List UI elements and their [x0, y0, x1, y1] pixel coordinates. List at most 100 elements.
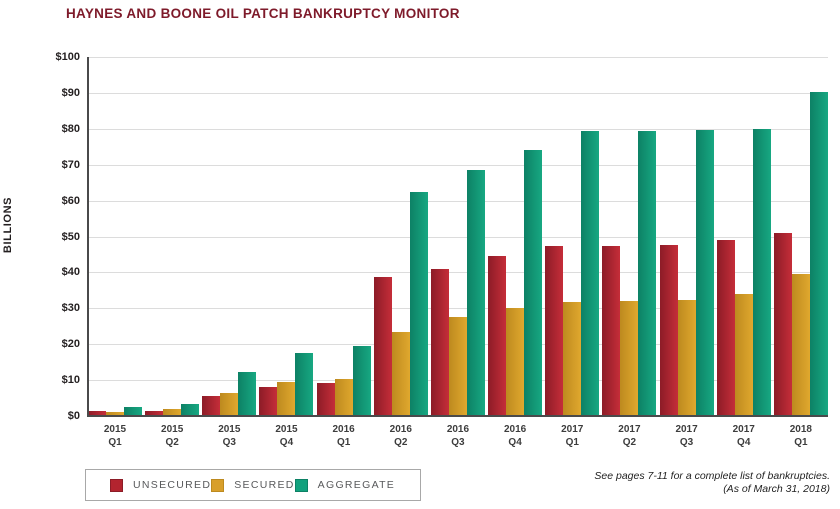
y-tick-label-60: $60	[61, 194, 80, 207]
footnote-line-1: See pages 7-11 for a complete list of ba…	[594, 470, 830, 482]
gridline-60	[88, 200, 828, 202]
x-tick-label-2017-Q1: 2017 Q1	[561, 424, 584, 448]
gridline-100	[88, 57, 828, 58]
bar-secured-2016-Q3	[448, 317, 467, 416]
bar-aggregate-2016-Q3	[466, 170, 485, 416]
bar-group-2017-Q4: 2017 Q4	[716, 57, 771, 448]
bar-secured-2015-Q1	[106, 412, 124, 416]
x-tick-label-2016-Q2: 2016 Q2	[389, 424, 412, 448]
bar-secured-2017-Q4	[734, 293, 753, 416]
bar-aggregate-2015-Q3	[238, 372, 257, 416]
bar-aggregate-2017-Q4	[752, 128, 771, 416]
bar-group-2016-Q2: 2016 Q2	[373, 57, 428, 448]
x-tick-label-2015-Q1: 2015 Q1	[103, 424, 127, 448]
bar-secured-2016-Q4	[506, 308, 525, 416]
legend-swatch-aggregate-icon	[294, 478, 308, 492]
bar-unsecured-2016-Q3	[430, 269, 449, 416]
bar-secured-2015-Q3	[220, 392, 239, 416]
legend-item-unsecured: UNSECURED	[110, 478, 212, 492]
bar-unsecured-2015-Q4	[259, 387, 278, 416]
y-tick-label-30: $30	[61, 302, 80, 315]
y-tick-label-10: $10	[61, 374, 80, 387]
bar-group-2016-Q1: 2016 Q1	[316, 57, 371, 448]
x-tick-label-2015-Q3: 2015 Q3	[218, 424, 241, 448]
plot-area: $0 $10 $20 $30 $40 $50 $60 $70 $80 $90 $100 2015 Q1…	[56, 51, 828, 448]
y-tick-label-70: $70	[61, 158, 80, 171]
y-tick-label-100: $100	[55, 51, 80, 63]
bar-group-2015-Q3: 2015 Q3	[202, 57, 257, 448]
bar-secured-2017-Q3	[677, 300, 696, 416]
x-tick-label-2016-Q4: 2016 Q4	[503, 424, 527, 448]
legend-label-aggregate: AGGREGATE	[317, 479, 396, 491]
legend-label-unsecured: UNSECURED	[133, 479, 212, 491]
bar-unsecured-2017-Q4	[716, 240, 735, 416]
bar-unsecured-2018-Q1	[773, 232, 792, 416]
bar-secured-2017-Q2	[620, 301, 639, 416]
bar-secured-2015-Q4	[277, 381, 296, 416]
bar-unsecured-2015-Q2	[145, 411, 164, 416]
bar-secured-2016-Q1	[334, 378, 353, 416]
x-tick-label-2018-Q1: 2018 Q1	[789, 424, 812, 448]
x-tick-label-2016-Q1: 2016 Q1	[332, 424, 355, 448]
x-tick-label-2017-Q3: 2017 Q3	[675, 424, 698, 448]
legend-item-secured: SECURED	[211, 478, 295, 492]
chart-title: HAYNES AND BOONE OIL PATCH BANKRUPTCY MO…	[66, 6, 460, 21]
y-axis-title: BILLIONS	[2, 196, 14, 254]
bar-group-2015-Q4: 2015 Q4	[259, 57, 314, 448]
gridline-30	[88, 308, 828, 310]
x-axis-line	[87, 414, 828, 417]
bar-aggregate-2018-Q1	[809, 91, 828, 416]
bar-aggregate-2015-Q1	[124, 406, 142, 416]
bar-aggregate-2017-Q1	[581, 131, 600, 416]
footnote: See pages 7-11 for a complete list of ba…	[594, 470, 830, 496]
bar-unsecured-2017-Q3	[659, 245, 678, 416]
bar-unsecured-2017-Q2	[602, 245, 621, 416]
bar-secured-2016-Q2	[391, 331, 410, 416]
bar-unsecured-2016-Q1	[316, 383, 335, 416]
bar-unsecured-2015-Q3	[202, 396, 221, 416]
bar-unsecured-2017-Q1	[545, 245, 564, 416]
legend-label-secured: SECURED	[234, 479, 295, 491]
gridline-80	[88, 128, 828, 130]
x-tick-label-2015-Q4: 2015 Q4	[275, 424, 298, 448]
y-tick-label-40: $40	[61, 266, 80, 279]
gridline-70	[88, 164, 828, 166]
x-tick-label-2015-Q2: 2015 Q2	[161, 424, 184, 448]
legend-swatch-unsecured-icon	[110, 478, 123, 492]
y-tick-label-90: $90	[61, 86, 80, 99]
bar-secured-2015-Q2	[163, 409, 182, 416]
bar-group-2015-Q1: 2015 Q1	[88, 57, 142, 448]
y-tick-label-20: $20	[61, 338, 80, 351]
bar-group-2016-Q3: 2016 Q3	[430, 57, 485, 448]
bar-aggregate-2016-Q4	[524, 149, 543, 416]
gridline-90	[88, 92, 828, 94]
bar-secured-2018-Q1	[791, 274, 810, 416]
bar-unsecured-2015-Q1	[88, 411, 106, 416]
legend-item-aggregate: AGGREGATE	[294, 478, 396, 492]
bar-series-area: 2015 Q1 2015 Q2 2015 Q3 2015 Q4 2016 Q1 2016 Q2 2016…	[88, 57, 828, 448]
bar-group-2016-Q4: 2016 Q4	[488, 57, 543, 448]
bar-aggregate-2016-Q2	[409, 192, 428, 416]
legend-swatch-secured-icon	[211, 478, 225, 492]
bar-group-2015-Q2: 2015 Q2	[145, 57, 200, 448]
y-tick-label-0: $0	[67, 410, 80, 422]
bar-secured-2017-Q1	[563, 301, 582, 416]
bar-aggregate-2015-Q4	[295, 352, 314, 416]
x-tick-label-2016-Q3: 2016 Q3	[446, 424, 470, 448]
x-tick-label-2017-Q4: 2017 Q4	[732, 424, 755, 448]
bar-group-2017-Q3: 2017 Q3	[659, 57, 714, 448]
y-axis-line	[87, 57, 89, 416]
bar-group-2018-Q1: 2018 Q1	[773, 57, 828, 448]
bar-aggregate-2017-Q3	[695, 130, 714, 416]
legend: UNSECURED SECURED AGGREGATE	[85, 469, 421, 501]
bar-unsecured-2016-Q4	[488, 256, 507, 416]
bar-group-2017-Q2: 2017 Q2	[602, 57, 657, 448]
bar-aggregate-2017-Q2	[638, 131, 657, 416]
footnote-line-2: (As of March 31, 2018)	[723, 483, 830, 495]
gridline-50	[88, 236, 828, 238]
x-tick-label-2017-Q2: 2017 Q2	[618, 424, 641, 448]
y-tick-label-80: $80	[61, 122, 80, 135]
y-tick-label-50: $50	[61, 230, 80, 243]
gridline-40	[88, 272, 828, 274]
